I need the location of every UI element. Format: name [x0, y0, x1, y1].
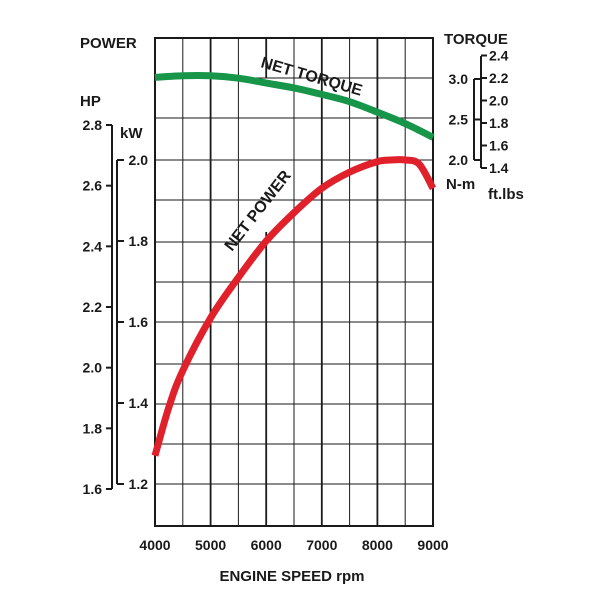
nm-tick-label: 2.5 [449, 112, 469, 128]
ftlbs-tick-label: 1.4 [489, 160, 509, 176]
hp-tick-label: 2.2 [83, 299, 103, 315]
ftlbs-tick-label: 2.4 [489, 48, 509, 64]
x-tick-label: 6000 [251, 537, 282, 553]
nm-tick-label: 3.0 [449, 71, 469, 87]
ftlbs-tick-label: 2.2 [489, 70, 509, 86]
kw-tick-label: 2.0 [129, 152, 149, 168]
hp-axis-label: HP [80, 93, 101, 110]
hp-tick-label: 2.0 [83, 360, 103, 376]
kw-tick-label: 1.2 [129, 476, 149, 492]
nm-tick-label: 2.0 [449, 152, 469, 168]
axes [106, 54, 487, 490]
ftlbs-tick-label: 1.6 [489, 138, 509, 154]
hp-tick-label: 2.8 [83, 117, 103, 133]
kw-tick-label: 1.6 [129, 314, 149, 330]
x-tick-label: 4000 [139, 537, 170, 553]
hp-tick-label: 2.4 [83, 238, 103, 254]
x-tick-label: 8000 [362, 537, 393, 553]
x-tick-label: 7000 [306, 537, 337, 553]
hp-tick-label: 2.6 [83, 178, 103, 194]
tick-labels: 1.6 1.8 2.0 2.2 2.4 2.6 2.8 1.2 1.4 1.6 1.8 2.0 2.0 2… [83, 48, 509, 554]
net-torque-curve [154, 72, 435, 141]
x-tick-label: 5000 [195, 537, 226, 553]
series-label-net-power: NET POWER [222, 167, 295, 254]
ftlbs-tick-label: 2.0 [489, 93, 509, 109]
kw-tick-label: 1.4 [129, 395, 149, 411]
power-axis-title: POWER [80, 35, 137, 52]
x-axis-title: ENGINE SPEED rpm [219, 568, 364, 585]
ftlbs-tick-label: 1.8 [489, 115, 509, 131]
plot-frame [154, 37, 434, 527]
kw-axis-label: kW [120, 125, 143, 142]
torque-axis-title: TORQUE [444, 31, 508, 48]
hp-tick-label: 1.8 [83, 420, 103, 436]
hp-tick-label: 1.6 [83, 481, 103, 497]
grid [154, 37, 434, 527]
x-tick-label: 9000 [417, 537, 448, 553]
nm-axis-label: N-m [446, 176, 475, 193]
kw-tick-label: 1.8 [129, 233, 149, 249]
net-power-curve [151, 156, 437, 457]
curves [151, 72, 437, 457]
ftlbs-axis-label: ft.lbs [488, 186, 524, 203]
